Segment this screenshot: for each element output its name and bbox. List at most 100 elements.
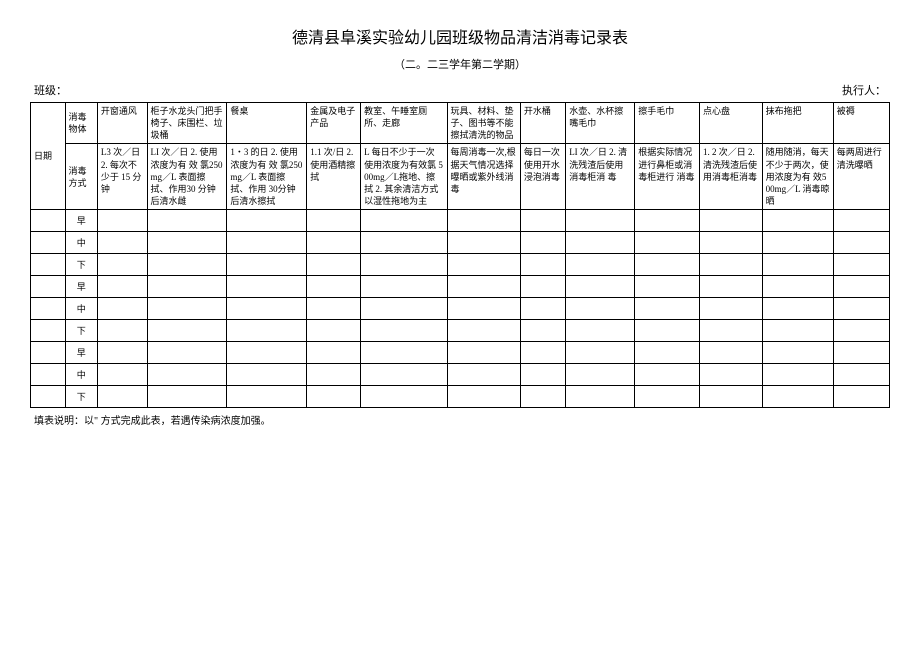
cell[interactable] <box>361 298 447 320</box>
cell[interactable] <box>307 342 361 364</box>
cell[interactable] <box>833 298 889 320</box>
cell[interactable] <box>447 210 520 232</box>
cell[interactable] <box>227 342 307 364</box>
cell[interactable] <box>147 298 227 320</box>
cell[interactable] <box>635 276 700 298</box>
cell[interactable] <box>227 364 307 386</box>
cell[interactable] <box>97 298 147 320</box>
cell[interactable] <box>147 386 227 408</box>
cell[interactable] <box>31 276 66 298</box>
cell[interactable] <box>447 364 520 386</box>
cell[interactable] <box>566 232 635 254</box>
cell[interactable] <box>147 342 227 364</box>
cell[interactable] <box>520 210 565 232</box>
cell[interactable] <box>762 298 833 320</box>
cell[interactable] <box>361 276 447 298</box>
cell[interactable] <box>97 364 147 386</box>
cell[interactable] <box>227 276 307 298</box>
cell[interactable] <box>833 342 889 364</box>
cell[interactable] <box>520 342 565 364</box>
cell[interactable] <box>566 298 635 320</box>
cell[interactable] <box>307 320 361 342</box>
cell[interactable] <box>699 210 762 232</box>
cell[interactable] <box>447 298 520 320</box>
cell[interactable] <box>97 386 147 408</box>
cell[interactable] <box>307 210 361 232</box>
cell[interactable] <box>635 232 700 254</box>
cell[interactable] <box>520 386 565 408</box>
cell[interactable] <box>566 210 635 232</box>
cell[interactable] <box>566 254 635 276</box>
cell[interactable] <box>31 320 66 342</box>
cell[interactable] <box>447 320 520 342</box>
cell[interactable] <box>361 254 447 276</box>
cell[interactable] <box>520 276 565 298</box>
cell[interactable] <box>307 232 361 254</box>
cell[interactable] <box>635 298 700 320</box>
cell[interactable] <box>833 364 889 386</box>
cell[interactable] <box>227 298 307 320</box>
cell[interactable] <box>31 254 66 276</box>
cell[interactable] <box>97 320 147 342</box>
cell[interactable] <box>762 386 833 408</box>
cell[interactable] <box>227 232 307 254</box>
cell[interactable] <box>635 342 700 364</box>
cell[interactable] <box>227 210 307 232</box>
cell[interactable] <box>31 342 66 364</box>
cell[interactable] <box>566 276 635 298</box>
cell[interactable] <box>31 298 66 320</box>
cell[interactable] <box>147 320 227 342</box>
cell[interactable] <box>307 254 361 276</box>
cell[interactable] <box>97 276 147 298</box>
cell[interactable] <box>635 320 700 342</box>
cell[interactable] <box>762 254 833 276</box>
cell[interactable] <box>97 254 147 276</box>
cell[interactable] <box>31 210 66 232</box>
cell[interactable] <box>97 342 147 364</box>
cell[interactable] <box>699 276 762 298</box>
cell[interactable] <box>447 386 520 408</box>
cell[interactable] <box>227 320 307 342</box>
cell[interactable] <box>361 342 447 364</box>
cell[interactable] <box>762 210 833 232</box>
cell[interactable] <box>635 364 700 386</box>
cell[interactable] <box>447 342 520 364</box>
cell[interactable] <box>31 232 66 254</box>
cell[interactable] <box>97 210 147 232</box>
cell[interactable] <box>227 386 307 408</box>
cell[interactable] <box>307 386 361 408</box>
cell[interactable] <box>566 364 635 386</box>
cell[interactable] <box>147 210 227 232</box>
cell[interactable] <box>31 364 66 386</box>
cell[interactable] <box>307 298 361 320</box>
cell[interactable] <box>566 386 635 408</box>
cell[interactable] <box>307 364 361 386</box>
cell[interactable] <box>699 232 762 254</box>
cell[interactable] <box>566 342 635 364</box>
cell[interactable] <box>520 232 565 254</box>
cell[interactable] <box>361 386 447 408</box>
cell[interactable] <box>447 232 520 254</box>
cell[interactable] <box>147 276 227 298</box>
cell[interactable] <box>361 320 447 342</box>
cell[interactable] <box>520 298 565 320</box>
cell[interactable] <box>31 386 66 408</box>
cell[interactable] <box>635 386 700 408</box>
cell[interactable] <box>361 210 447 232</box>
cell[interactable] <box>699 342 762 364</box>
cell[interactable] <box>833 232 889 254</box>
cell[interactable] <box>833 386 889 408</box>
cell[interactable] <box>762 276 833 298</box>
cell[interactable] <box>147 232 227 254</box>
cell[interactable] <box>520 320 565 342</box>
cell[interactable] <box>447 254 520 276</box>
cell[interactable] <box>361 364 447 386</box>
cell[interactable] <box>833 210 889 232</box>
cell[interactable] <box>762 232 833 254</box>
cell[interactable] <box>147 364 227 386</box>
cell[interactable] <box>147 254 227 276</box>
cell[interactable] <box>833 320 889 342</box>
cell[interactable] <box>520 364 565 386</box>
cell[interactable] <box>762 364 833 386</box>
cell[interactable] <box>762 320 833 342</box>
